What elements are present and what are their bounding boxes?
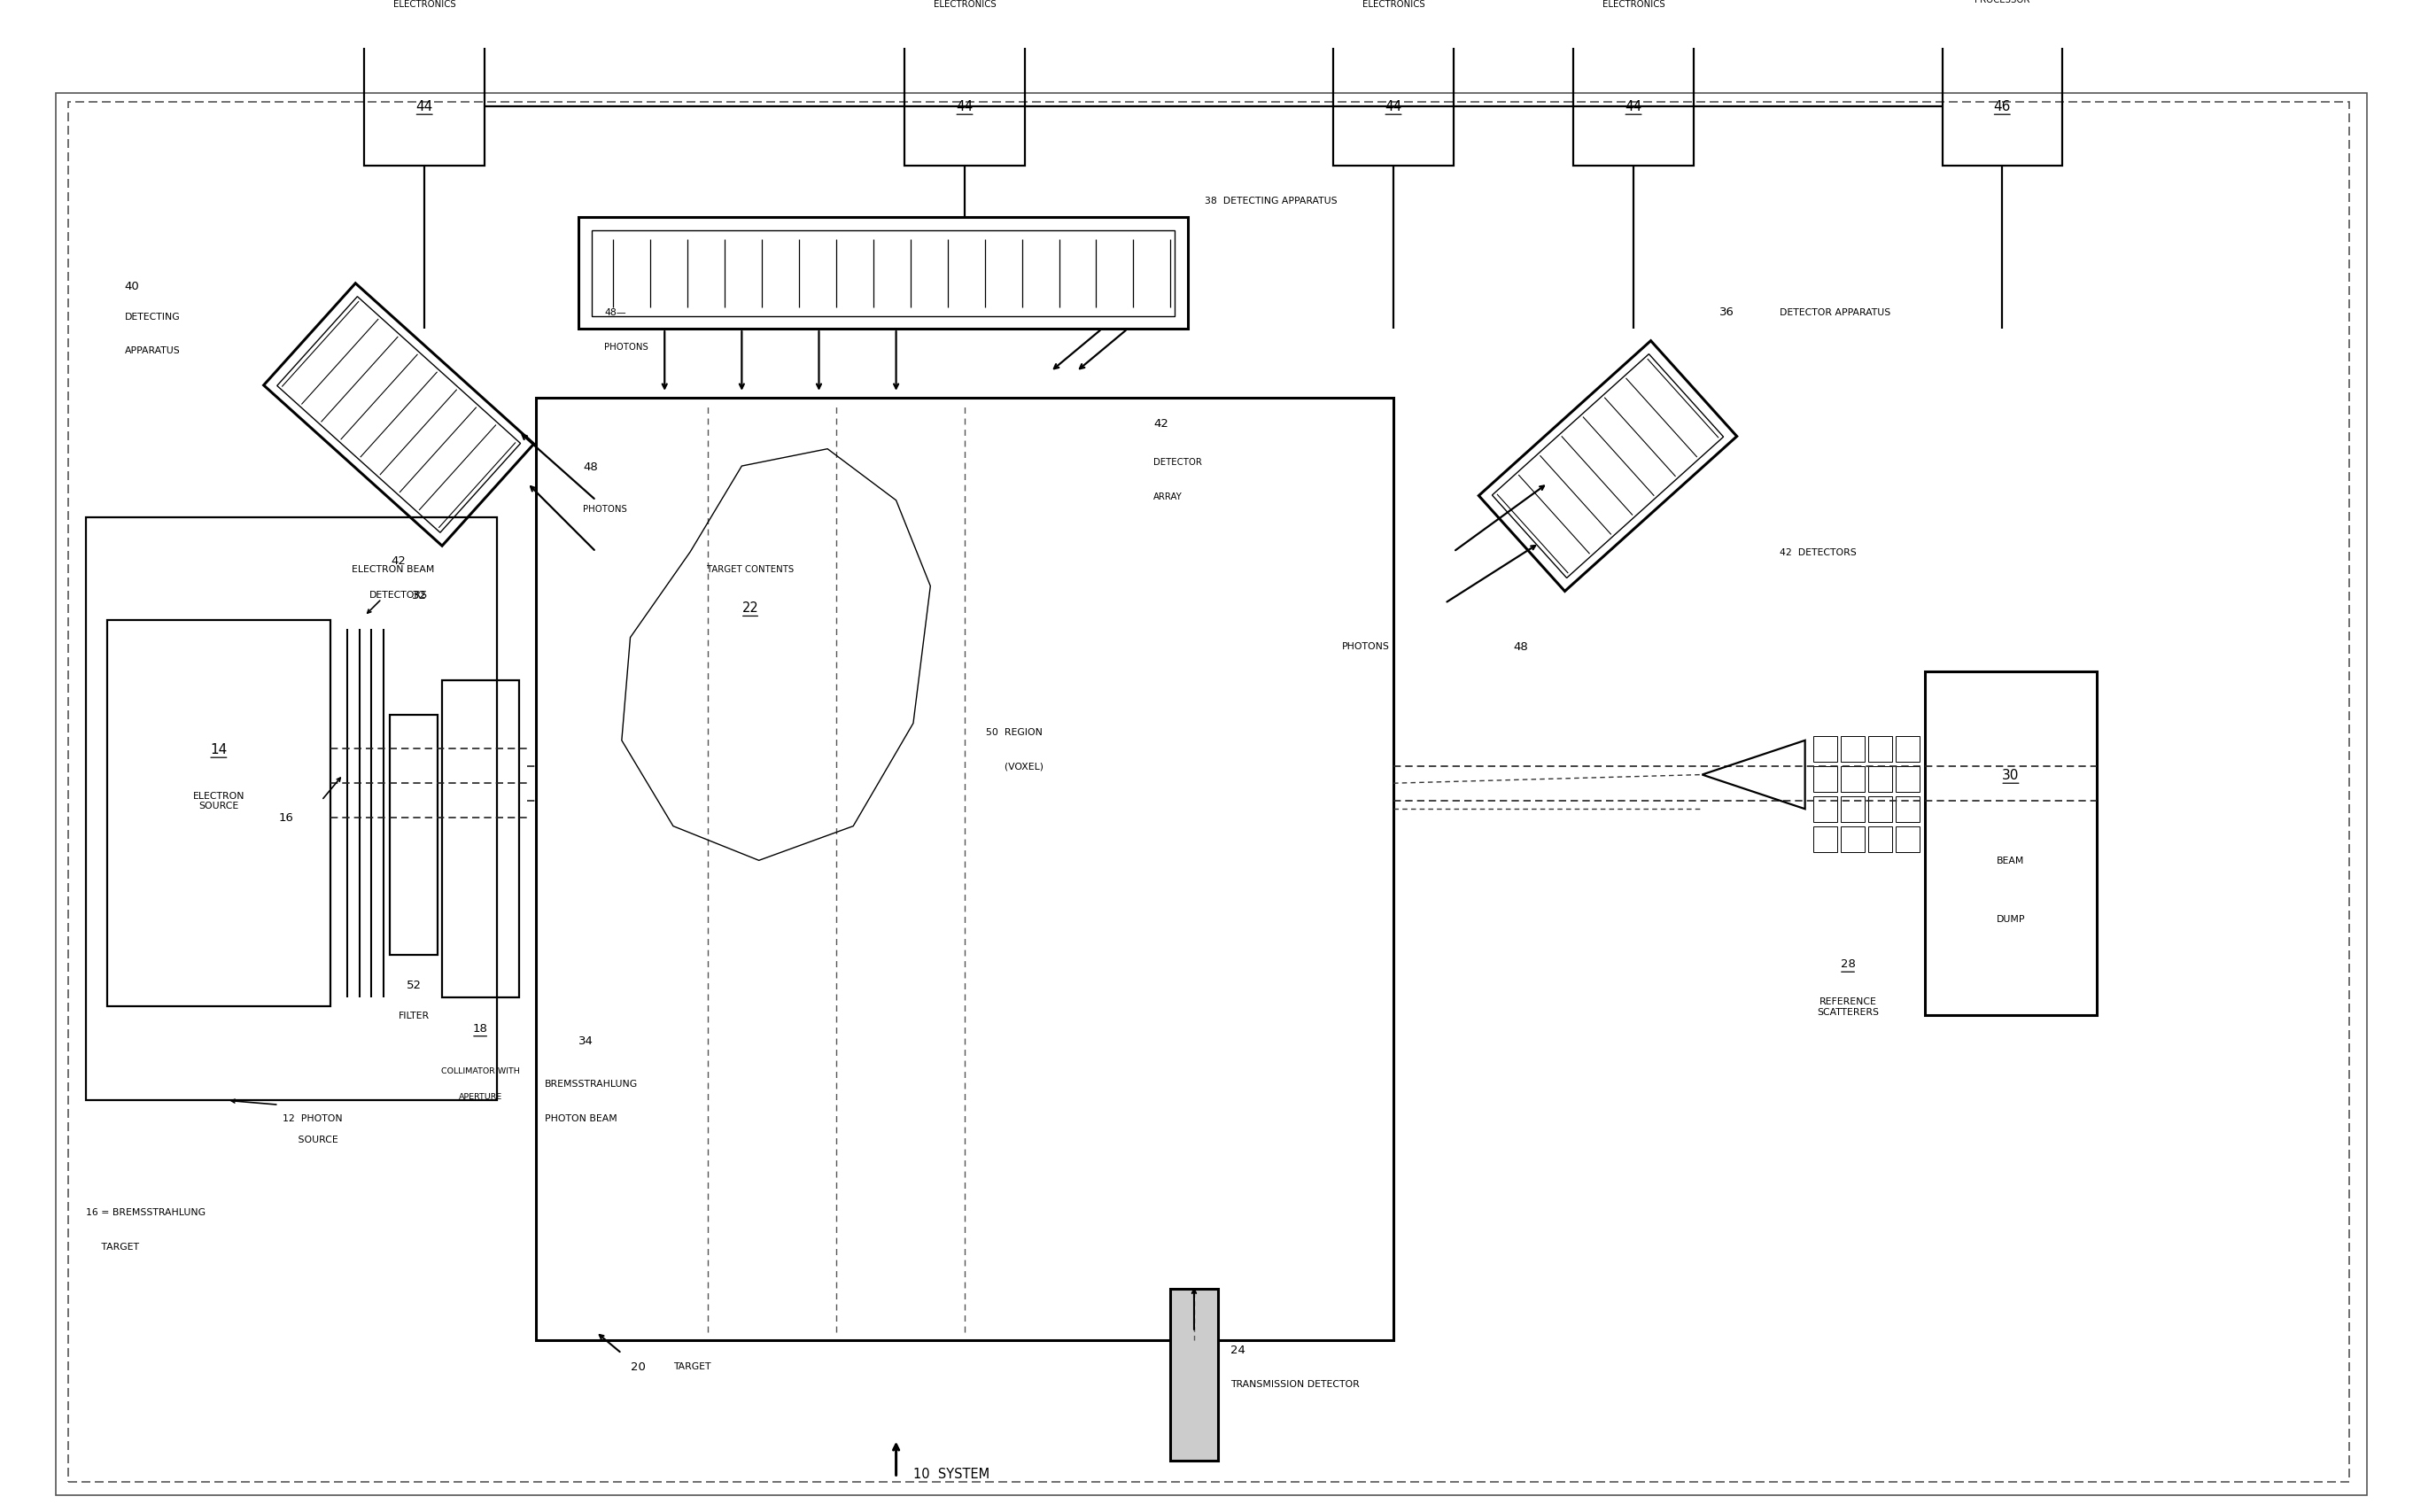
Text: 36: 36 bbox=[1720, 307, 1735, 318]
Text: BREMSSTRAHLUNG: BREMSSTRAHLUNG bbox=[545, 1080, 637, 1089]
Text: FILTER: FILTER bbox=[398, 1010, 430, 1019]
Text: 22: 22 bbox=[743, 602, 758, 614]
Text: PHOTONS: PHOTONS bbox=[606, 342, 649, 351]
Bar bbox=[1815, 767, 1839, 792]
Text: 14: 14 bbox=[210, 742, 227, 756]
Text: PHOTONS: PHOTONS bbox=[1342, 643, 1390, 652]
Bar bbox=[1868, 767, 1892, 792]
Bar bbox=[1897, 736, 1921, 762]
Text: COLLIMATOR WITH: COLLIMATOR WITH bbox=[442, 1066, 519, 1075]
Bar bbox=[1942, 47, 2063, 166]
Text: 28: 28 bbox=[1841, 957, 1856, 969]
Text: 42: 42 bbox=[391, 555, 405, 567]
Text: DETECTOR APPARATUS: DETECTOR APPARATUS bbox=[1778, 308, 1889, 318]
Bar bbox=[1868, 736, 1892, 762]
Text: 48: 48 bbox=[584, 461, 598, 472]
Text: 44: 44 bbox=[956, 100, 972, 113]
Bar bbox=[106, 621, 331, 1007]
Bar bbox=[1897, 797, 1921, 823]
Text: 18: 18 bbox=[473, 1022, 487, 1034]
Text: 44: 44 bbox=[1624, 100, 1641, 113]
Text: BEAM: BEAM bbox=[1998, 856, 2025, 865]
Bar bbox=[1868, 827, 1892, 853]
Text: PREPROCESSING
ELECTRONICS: PREPROCESSING ELECTRONICS bbox=[1595, 0, 1672, 9]
Text: DUMP: DUMP bbox=[1996, 915, 2025, 924]
Text: TARGET: TARGET bbox=[673, 1362, 712, 1371]
Text: 38  DETECTING APPARATUS: 38 DETECTING APPARATUS bbox=[1204, 197, 1337, 206]
Text: DETECTING: DETECTING bbox=[125, 311, 181, 321]
Text: 52: 52 bbox=[405, 980, 422, 990]
Text: 30: 30 bbox=[2003, 768, 2020, 782]
Bar bbox=[1170, 1290, 1219, 1461]
Bar bbox=[1815, 827, 1839, 853]
Text: PREPROCESSING
ELECTRONICS: PREPROCESSING ELECTRONICS bbox=[927, 0, 1001, 9]
Bar bbox=[579, 218, 1187, 330]
Text: ARRAY: ARRAY bbox=[1153, 491, 1182, 500]
Bar bbox=[1841, 797, 1865, 823]
Text: ELECTRON
SOURCE: ELECTRON SOURCE bbox=[193, 791, 244, 810]
Text: TRANSMISSION DETECTOR: TRANSMISSION DETECTOR bbox=[1231, 1379, 1359, 1388]
Text: PREPROCESSING
ELECTRONICS: PREPROCESSING ELECTRONICS bbox=[1356, 0, 1431, 9]
Text: 40: 40 bbox=[125, 281, 140, 292]
Bar bbox=[1334, 47, 1453, 166]
Text: TARGET: TARGET bbox=[87, 1241, 140, 1250]
Text: 44: 44 bbox=[1385, 100, 1402, 113]
Bar bbox=[391, 715, 437, 956]
Text: APPARATUS: APPARATUS bbox=[125, 346, 181, 355]
Text: ELECTRON BEAM: ELECTRON BEAM bbox=[352, 565, 434, 575]
Bar bbox=[1841, 736, 1865, 762]
Text: 42: 42 bbox=[1153, 417, 1168, 429]
Bar bbox=[1868, 797, 1892, 823]
Text: TARGET CONTENTS: TARGET CONTENTS bbox=[707, 565, 794, 575]
Text: 32: 32 bbox=[413, 590, 427, 600]
Bar bbox=[1926, 673, 2097, 1015]
Text: DETECTORS: DETECTORS bbox=[369, 591, 427, 600]
Bar bbox=[905, 47, 1026, 166]
Bar bbox=[442, 680, 519, 998]
Bar bbox=[1815, 736, 1839, 762]
Bar bbox=[536, 398, 1392, 1341]
Bar bbox=[1841, 827, 1865, 853]
Text: SOURCE: SOURCE bbox=[282, 1136, 338, 1143]
Text: 34: 34 bbox=[579, 1034, 594, 1046]
Bar bbox=[364, 47, 485, 166]
Text: PREPROCESSING
ELECTRONICS: PREPROCESSING ELECTRONICS bbox=[386, 0, 463, 9]
Text: PROCESSOR: PROCESSOR bbox=[1974, 0, 2029, 5]
Text: (VOXEL): (VOXEL) bbox=[987, 762, 1045, 771]
Bar bbox=[1897, 827, 1921, 853]
Text: 44: 44 bbox=[415, 100, 432, 113]
Text: 46: 46 bbox=[1993, 100, 2010, 113]
Text: 16 = BREMSSTRAHLUNG: 16 = BREMSSTRAHLUNG bbox=[87, 1208, 205, 1217]
Bar bbox=[591, 231, 1175, 316]
Text: 48—: 48— bbox=[606, 308, 627, 318]
Text: DETECTOR: DETECTOR bbox=[1153, 458, 1202, 467]
Text: 48: 48 bbox=[1513, 641, 1527, 652]
Bar bbox=[1815, 797, 1839, 823]
Text: PHOTONS: PHOTONS bbox=[584, 505, 627, 514]
Text: REFERENCE
SCATTERERS: REFERENCE SCATTERERS bbox=[1817, 996, 1880, 1016]
Text: PHOTON BEAM: PHOTON BEAM bbox=[545, 1113, 618, 1122]
Bar bbox=[1573, 47, 1694, 166]
Bar bbox=[87, 519, 497, 1101]
Text: APERTURE: APERTURE bbox=[458, 1092, 502, 1101]
Bar bbox=[1841, 767, 1865, 792]
Bar bbox=[1897, 767, 1921, 792]
Text: 42  DETECTORS: 42 DETECTORS bbox=[1778, 547, 1856, 556]
Text: 20: 20 bbox=[630, 1361, 644, 1371]
Text: 50  REGION: 50 REGION bbox=[987, 727, 1042, 736]
Text: 16: 16 bbox=[280, 812, 294, 824]
Text: 24: 24 bbox=[1231, 1344, 1245, 1355]
Text: 12  PHOTON: 12 PHOTON bbox=[282, 1113, 343, 1122]
Text: 10  SYSTEM: 10 SYSTEM bbox=[912, 1467, 989, 1480]
